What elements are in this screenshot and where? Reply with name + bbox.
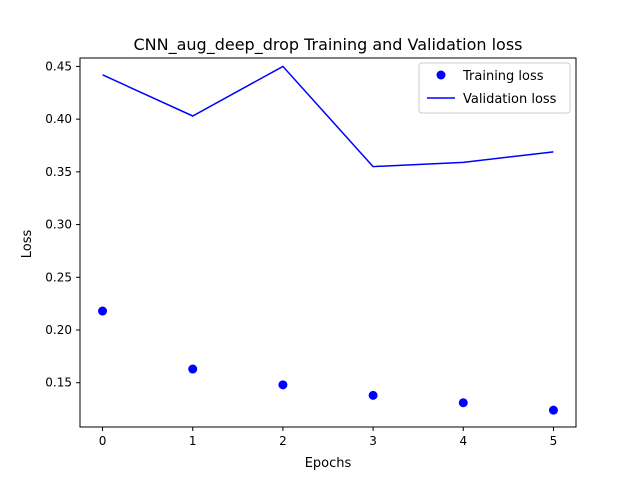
training-loss-point xyxy=(548,405,558,415)
axes: 0 1 2 3 4 5 0.15 0.20 0.25 0.30 0.35 0.40 0.45 xyxy=(45,57,577,448)
legend-label: Validation loss xyxy=(463,92,557,107)
axes-frame xyxy=(79,57,577,428)
training-loss-point xyxy=(458,398,468,408)
legend-box xyxy=(418,62,571,114)
x-axis-label: Epochs xyxy=(305,456,352,471)
x-tick-label: 5 xyxy=(550,434,558,448)
training-loss-point xyxy=(278,380,288,390)
x-tick-label: 3 xyxy=(369,434,377,448)
legend: Training loss Validation loss xyxy=(418,62,571,114)
training-loss-point xyxy=(98,306,108,316)
validation-loss-line xyxy=(102,65,554,168)
legend-marker-swatch xyxy=(436,70,446,80)
y-tick-label: 0.25 xyxy=(45,270,72,284)
y-tick-label: 0.15 xyxy=(45,376,72,390)
y-tick-label: 0.20 xyxy=(45,323,72,337)
y-tick-label: 0.45 xyxy=(45,59,72,73)
y-tick-label: 0.40 xyxy=(45,112,72,126)
x-tick-label: 4 xyxy=(459,434,467,448)
training-loss-point xyxy=(188,364,198,374)
chart-title: CNN_aug_deep_drop Training and Validatio… xyxy=(133,35,522,55)
y-axis-label: Loss xyxy=(20,230,35,259)
plot-marks xyxy=(98,65,558,415)
x-tick-label: 0 xyxy=(99,434,107,448)
y-tick-label: 0.35 xyxy=(45,165,72,179)
legend-label: Training loss xyxy=(462,69,544,84)
training-loss-point xyxy=(368,390,378,400)
x-tick-label: 1 xyxy=(189,434,197,448)
y-tick-label: 0.30 xyxy=(45,218,72,232)
x-tick-label: 2 xyxy=(279,434,287,448)
